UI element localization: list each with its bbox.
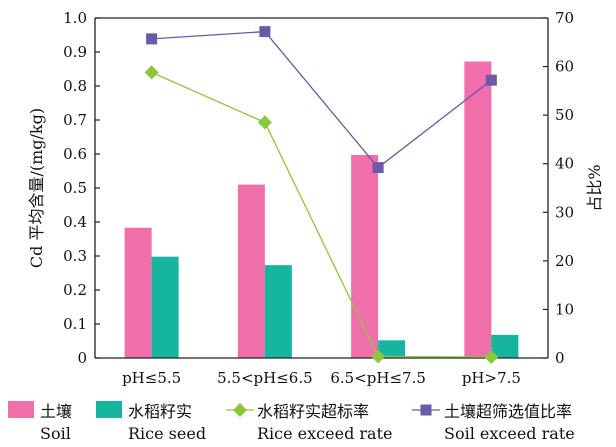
bar-soil-3 <box>464 61 492 359</box>
legend-label-en-2: Rice exceed rate <box>257 424 392 443</box>
point-soil-exceed-3 <box>485 74 497 86</box>
right-tick-label-4: 40 <box>555 155 574 173</box>
line-rice-exceed <box>151 71 492 358</box>
legend-swatch-marker-2 <box>233 403 247 417</box>
point-soil-exceed-2 <box>372 162 384 174</box>
legend-label-zh-0: 土壤 <box>40 402 72 421</box>
legend-label-en-1: Rice seed <box>128 424 206 443</box>
right-tick-label-2: 20 <box>555 252 574 270</box>
legend-label-en-0: Soil <box>40 424 71 443</box>
bar-soil-0 <box>124 227 152 358</box>
left-tick-label-3: 0.3 <box>63 247 87 265</box>
left-tick-label-6: 0.6 <box>63 145 87 163</box>
category-label-0: pH≤5.5 <box>122 369 181 387</box>
legend-label-zh-1: 水稻籽实 <box>128 402 192 421</box>
left-tick-label-4: 0.4 <box>63 213 87 231</box>
right-tick-label-6: 60 <box>555 58 574 76</box>
legend-swatch-0 <box>8 401 34 418</box>
right-tick-label-1: 10 <box>555 300 574 318</box>
point-soil-exceed-1 <box>259 26 271 38</box>
right-axis-title: 占比% <box>585 164 604 211</box>
left-tick-label-5: 0.5 <box>63 179 87 197</box>
legend-label-en-3: Soil exceed rate <box>444 424 575 443</box>
bar-rice-seed-0 <box>151 256 179 358</box>
legend-swatch-1 <box>96 401 122 418</box>
point-rice-exceed-0 <box>144 65 159 80</box>
category-label-2: 6.5<pH≤7.5 <box>330 369 426 387</box>
line-soil-exceed <box>151 30 492 169</box>
left-tick-label-10: 1.0 <box>63 9 87 27</box>
bars-layer <box>124 61 519 359</box>
legend-swatch-marker-3 <box>420 404 432 416</box>
right-tick-label-7: 70 <box>555 9 574 27</box>
left-tick-label-2: 0.2 <box>63 281 87 299</box>
bar-rice-seed-1 <box>264 265 292 358</box>
legend: 土壤 Soil 水稻籽实 Rice seed 水稻籽实超标率 Rice exceed ra… <box>8 401 575 443</box>
bar-soil-1 <box>237 184 265 358</box>
left-tick-label-7: 0.7 <box>63 111 87 129</box>
left-tick-label-9: 0.9 <box>63 43 87 61</box>
right-tick-label-0: 0 <box>555 349 565 367</box>
bar-rice-seed-2 <box>378 340 406 358</box>
left-tick-label-0: 0 <box>77 349 87 367</box>
bar-soil-2 <box>351 155 379 358</box>
legend-label-zh-3: 土壤超筛选值比率 <box>444 402 572 421</box>
bar-rice-seed-3 <box>491 334 519 358</box>
legend-label-zh-2: 水稻籽实超标率 <box>257 402 369 421</box>
left-tick-label-8: 0.8 <box>63 77 87 95</box>
right-tick-label-3: 30 <box>555 203 574 221</box>
point-rice-exceed-3 <box>484 350 499 365</box>
point-rice-exceed-1 <box>257 115 272 130</box>
left-axis-title: Cd 平均含量/(mg/kg) <box>27 108 46 268</box>
lines-layer <box>144 26 499 365</box>
point-rice-exceed-2 <box>371 349 386 364</box>
left-tick-label-1: 0.1 <box>63 315 87 333</box>
point-soil-exceed-0 <box>146 33 158 45</box>
category-label-3: pH>7.5 <box>462 369 521 387</box>
right-tick-label-5: 50 <box>555 106 574 124</box>
category-label-1: 5.5<pH≤6.5 <box>217 369 313 387</box>
axes-layer: 0 0.1 0.2 0.3 0.4 0.5 0.6 0.7 0.8 0.9 1.0 0 10 20 30 40… <box>27 9 604 387</box>
